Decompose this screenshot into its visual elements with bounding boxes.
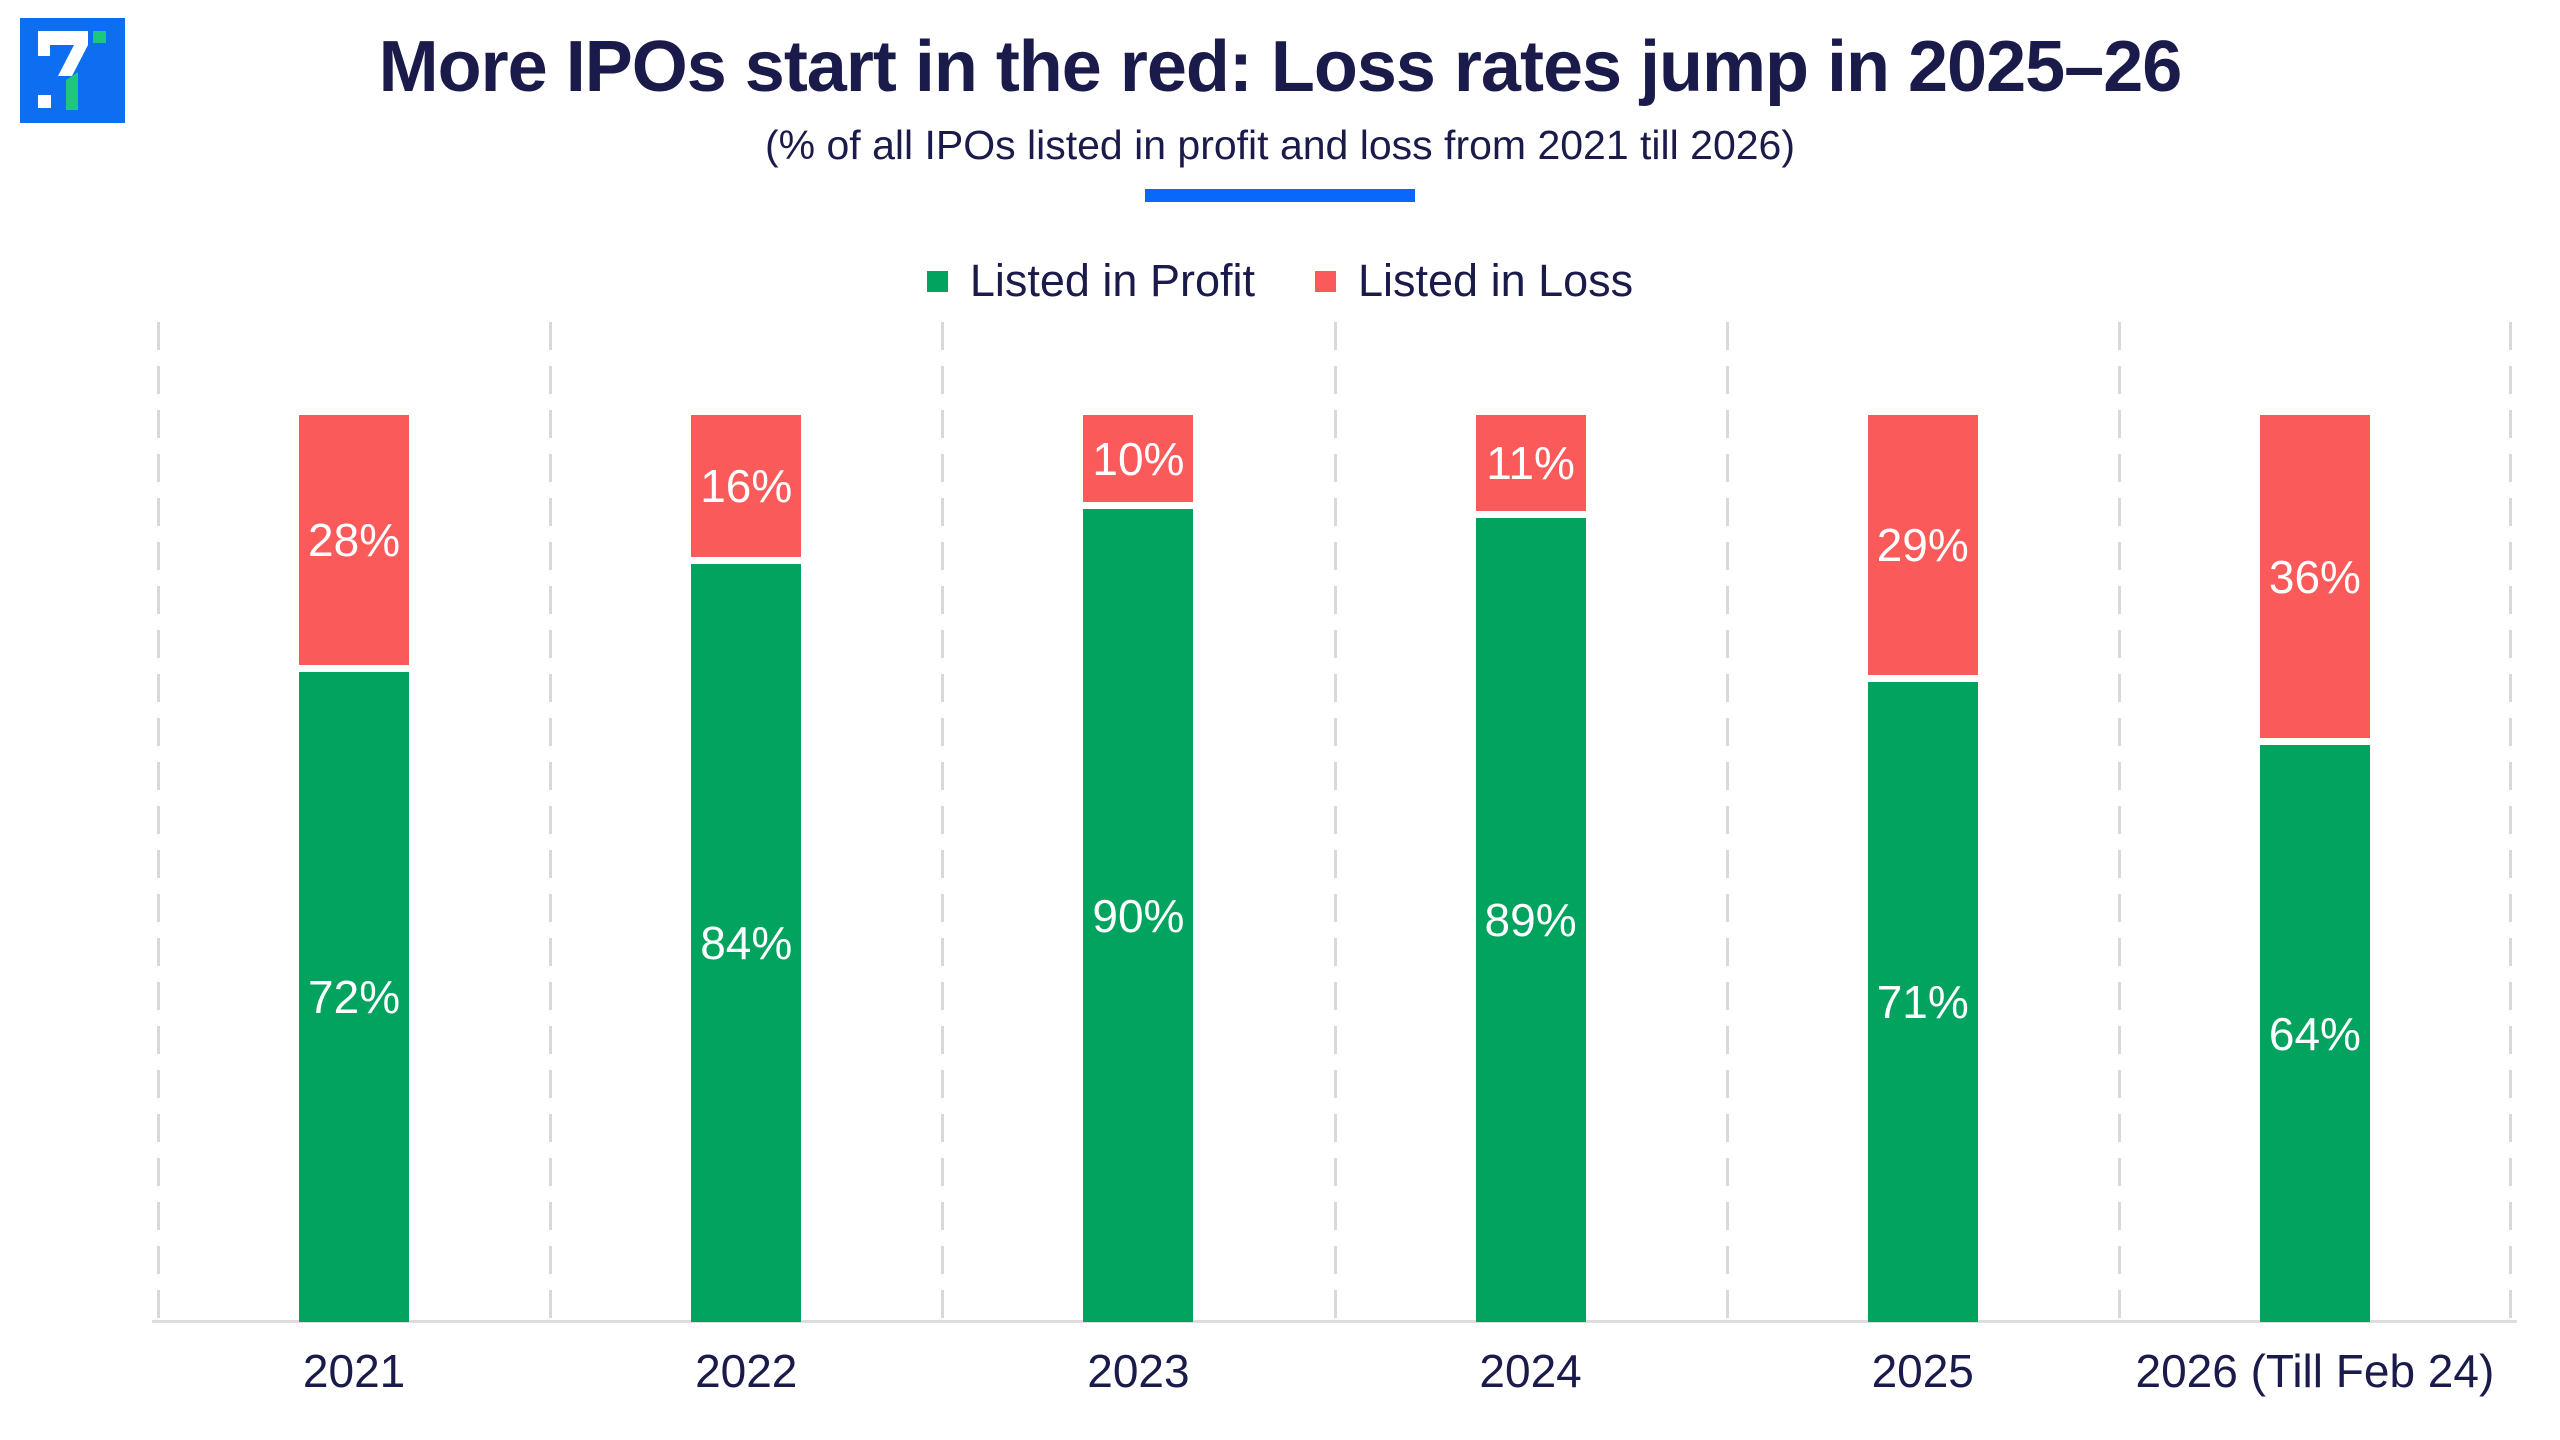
x-axis-line	[152, 1320, 2517, 1323]
chart-legend: Listed in Profit Listed in Loss	[0, 252, 2560, 310]
logo-seven-shape	[38, 31, 88, 76]
legend-item-profit: Listed in Profit	[926, 255, 1255, 307]
gridline-vertical	[1725, 322, 1729, 1322]
logo-green-dot	[93, 31, 106, 43]
stacked-bar-2021: 28% 72%	[299, 415, 410, 1322]
loss-value-label: 16%	[700, 459, 793, 512]
profit-segment: 84%	[691, 563, 802, 1322]
stacked-bar-2025: 29% 71%	[1867, 415, 1978, 1322]
stacked-bar-2026: 36% 64%	[2259, 415, 2370, 1322]
logo-green-bar	[66, 72, 78, 110]
stacked-bar-2023: 10% 90%	[1083, 415, 1194, 1322]
bar-slot: 11% 89%	[1335, 322, 1727, 1322]
loss-segment: 36%	[2259, 415, 2370, 739]
legend-label-loss: Listed in Loss	[1357, 255, 1634, 306]
logo-white-dot	[38, 95, 51, 108]
gridline-vertical	[1333, 322, 1337, 1322]
legend-label-profit: Listed in Profit	[969, 255, 1255, 306]
profit-value-label: 84%	[700, 916, 793, 969]
page-subtitle: (% of all IPOs listed in profit and loss…	[764, 122, 1796, 168]
bar-slot: 28% 72%	[158, 322, 550, 1322]
x-axis-label: 2021	[302, 1345, 406, 1397]
x-axis-label: 2022	[695, 1345, 798, 1397]
loss-value-label: 10%	[1092, 432, 1185, 485]
subtitle-underline	[1145, 189, 1415, 202]
profit-value-label: 71%	[1876, 975, 1969, 1028]
x-axis-label: 2023	[1087, 1345, 1190, 1397]
profit-segment: 71%	[1867, 681, 1978, 1322]
bar-slot: 16% 84%	[550, 322, 942, 1322]
gridline-vertical	[2117, 322, 2121, 1322]
gridline-vertical	[549, 322, 553, 1322]
profit-value-label: 72%	[308, 971, 401, 1024]
x-axis-label: 2026 (Till Feb 24)	[2135, 1345, 2495, 1397]
loss-segment: 29%	[1867, 415, 1978, 675]
loss-segment: 16%	[691, 415, 802, 557]
x-axis-label: 2025	[1871, 1345, 1974, 1397]
profit-segment: 90%	[1083, 509, 1194, 1322]
loss-segment: 11%	[1475, 415, 1586, 512]
profit-value-label: 89%	[1484, 894, 1577, 947]
loss-value-label: 28%	[308, 514, 401, 567]
x-axis-label: 2024	[1479, 1345, 1582, 1397]
bar-slot: 10% 90%	[942, 322, 1334, 1322]
legend-item-loss: Listed in Loss	[1314, 255, 1634, 307]
profit-segment: 64%	[2259, 745, 2370, 1322]
loss-swatch-icon	[1314, 270, 1336, 292]
stacked-bar-2022: 16% 84%	[691, 415, 802, 1322]
gridline-vertical	[941, 322, 945, 1322]
loss-value-label: 29%	[1876, 518, 1969, 571]
loss-value-label: 11%	[1486, 437, 1575, 490]
stacked-bar-2024: 11% 89%	[1475, 415, 1586, 1322]
gridline-vertical	[157, 322, 160, 1322]
profit-swatch-icon	[926, 270, 948, 292]
loss-segment: 28%	[299, 415, 410, 666]
bar-slot: 36% 64%	[2119, 322, 2511, 1322]
stacked-bar-chart: 28% 72% 2021 16% 84% 2022 10% 90% 2023 11% 89% 2024…	[152, 322, 2517, 1412]
loss-segment: 10%	[1083, 415, 1194, 503]
bar-slot: 29% 71%	[1727, 322, 2119, 1322]
brand-logo	[20, 18, 125, 123]
profit-segment: 89%	[1475, 518, 1586, 1322]
loss-value-label: 36%	[2268, 550, 2361, 603]
profit-value-label: 90%	[1092, 889, 1185, 942]
profit-value-label: 64%	[2268, 1007, 2361, 1060]
profit-segment: 72%	[299, 672, 410, 1322]
gridline-vertical	[2509, 322, 2512, 1322]
page-title: More IPOs start in the red: Loss rates j…	[378, 27, 2183, 107]
